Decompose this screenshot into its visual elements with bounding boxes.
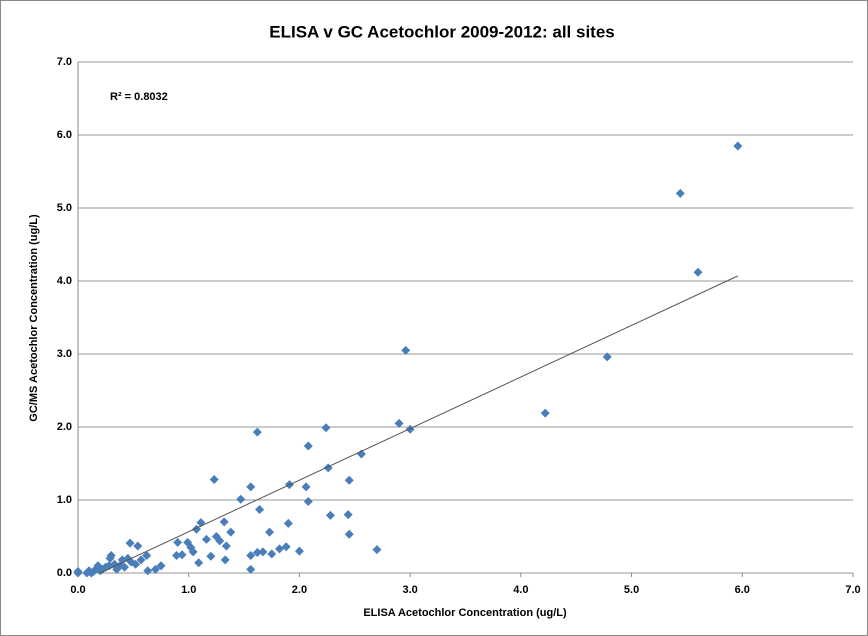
point: [112, 564, 122, 574]
point: [226, 527, 236, 537]
annotation: R² = 0.8032: [110, 91, 168, 103]
point: [206, 551, 216, 561]
x-tick-label: 2.0: [292, 584, 307, 596]
y-tick-label: 1.0: [57, 494, 72, 506]
x-axis-label: ELISA Acetochlor Concentration (ug/L): [363, 607, 567, 619]
point: [294, 546, 304, 556]
point: [267, 549, 277, 559]
point: [215, 536, 225, 546]
x-tick-label: 0.0: [70, 584, 85, 596]
point: [188, 547, 198, 557]
point: [252, 548, 262, 558]
point: [209, 475, 219, 485]
point: [265, 527, 275, 537]
point: [303, 496, 313, 506]
point: [201, 534, 211, 544]
point: [221, 541, 231, 551]
point: [151, 564, 160, 574]
point: [401, 345, 411, 355]
point: [246, 564, 256, 574]
y-tick-label: 7.0: [57, 56, 72, 68]
point: [343, 510, 353, 520]
y-axis-label: GC/MS Acetochlor Concentration (ug/L): [28, 214, 40, 422]
point: [183, 537, 193, 547]
point: [405, 424, 415, 434]
point: [325, 510, 335, 520]
point: [105, 553, 115, 563]
point: [246, 550, 256, 560]
point: [356, 449, 366, 459]
chart-title: ELISA v GC Acetochlor 2009-2012: all sit…: [269, 22, 615, 41]
point: [246, 482, 256, 492]
point: [172, 550, 182, 560]
x-tick-label: 3.0: [402, 584, 417, 596]
point: [73, 568, 83, 578]
x-tick-label: 1.0: [181, 584, 196, 596]
point: [301, 482, 311, 492]
point: [275, 544, 284, 554]
trendline: [99, 275, 739, 574]
point: [344, 529, 354, 539]
point: [219, 517, 229, 527]
x-tick-label: 4.0: [513, 584, 528, 596]
point: [733, 141, 743, 151]
point: [252, 427, 262, 437]
point: [236, 494, 246, 504]
point: [283, 518, 293, 528]
point: [143, 566, 153, 576]
point: [136, 555, 146, 565]
y-tick-label: 6.0: [57, 129, 72, 141]
y-tick-label: 3.0: [57, 348, 72, 360]
point: [125, 538, 135, 548]
point: [82, 568, 92, 578]
x-tick-label: 6.0: [735, 584, 750, 596]
point: [602, 352, 612, 362]
x-tick-label: 5.0: [624, 584, 639, 596]
y-tick-label: 5.0: [57, 202, 72, 214]
y-tick-label: 2.0: [57, 421, 72, 433]
point: [303, 441, 313, 451]
point: [177, 550, 187, 560]
y-tick-label: 0.0: [57, 567, 72, 579]
point: [133, 541, 143, 551]
point: [220, 555, 230, 565]
point: [120, 562, 129, 572]
point: [540, 408, 550, 418]
point: [156, 561, 166, 571]
point: [372, 545, 382, 555]
point: [173, 537, 183, 547]
point: [255, 504, 265, 514]
point: [693, 267, 703, 277]
y-tick-label: 4.0: [57, 275, 72, 287]
point: [394, 418, 404, 428]
point: [675, 188, 685, 198]
point: [344, 475, 354, 485]
point: [131, 559, 141, 569]
point: [142, 550, 152, 560]
point: [258, 547, 268, 557]
x-tick-label: 7.0: [845, 584, 860, 596]
point: [321, 423, 331, 433]
point: [194, 558, 204, 568]
